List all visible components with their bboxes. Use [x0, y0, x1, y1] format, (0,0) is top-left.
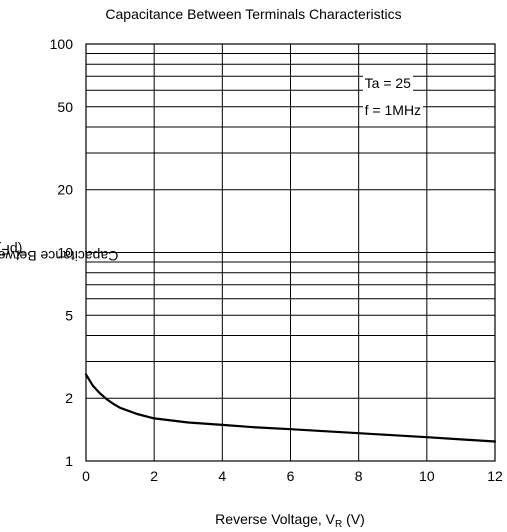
- x-axis-label-sub: R: [335, 519, 343, 530]
- x-tick-label: 4: [218, 468, 226, 484]
- y-tick-label: 5: [65, 307, 73, 323]
- x-axis-label-unit: (V): [342, 511, 365, 527]
- x-tick-label: 8: [355, 468, 363, 484]
- plot-frame: [85, 43, 496, 462]
- y-tick-label: 20: [57, 182, 73, 198]
- x-tick-label: 2: [150, 468, 158, 484]
- y-tick-label: 1: [65, 453, 73, 469]
- x-tick-label: 12: [487, 468, 503, 484]
- annotation-freq: f = 1MHz: [362, 102, 424, 119]
- chart-title: Capacitance Between Terminals Characteri…: [105, 6, 402, 22]
- x-tick-label: 10: [419, 468, 435, 484]
- y-axis-label-unit: (pF): [0, 241, 23, 258]
- x-tick-label: 6: [287, 468, 295, 484]
- y-tick-label: 50: [57, 99, 73, 115]
- y-tick-label: 10: [57, 245, 73, 261]
- annotation-ta: Ta = 25: [362, 75, 413, 91]
- x-tick-label: 0: [82, 468, 90, 484]
- series-line: [84, 373, 497, 443]
- y-tick-label: 100: [50, 36, 74, 52]
- x-axis-label-main: Reverse Voltage, V: [215, 511, 336, 527]
- x-axis-label: Reverse Voltage, VR (V): [85, 511, 495, 530]
- y-tick-label: 2: [65, 390, 73, 406]
